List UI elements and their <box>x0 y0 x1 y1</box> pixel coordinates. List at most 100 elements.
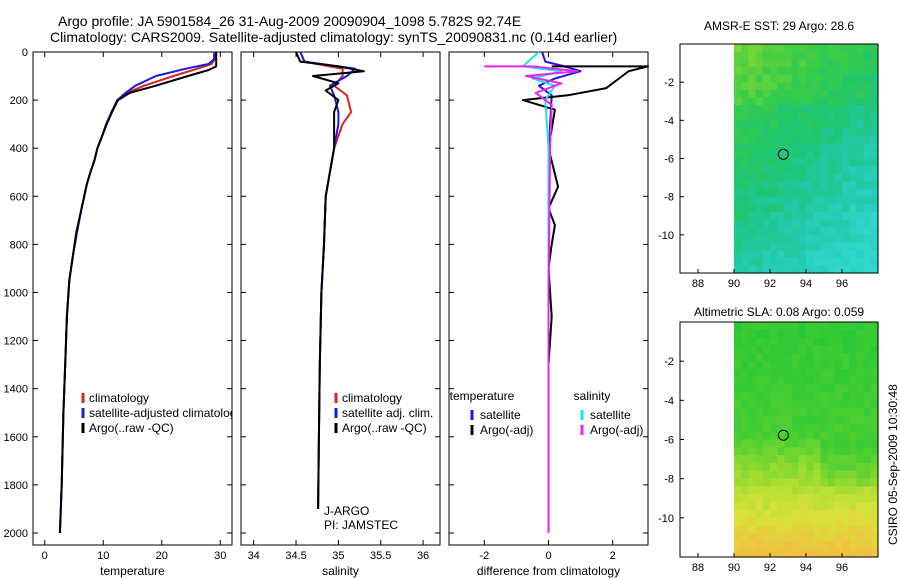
map-cell <box>741 470 749 480</box>
map-cell <box>798 74 807 83</box>
map-cell <box>856 353 865 362</box>
map-cell <box>741 525 749 535</box>
map-cell <box>741 189 749 198</box>
map-cell <box>748 455 757 464</box>
map-cell <box>798 470 807 480</box>
map-cell <box>734 447 742 456</box>
map-cell <box>734 82 742 91</box>
map-cell <box>741 242 749 251</box>
map-cell <box>856 189 865 198</box>
map-cell <box>827 143 836 152</box>
map-cell <box>798 353 807 362</box>
map-cell <box>820 353 829 362</box>
map-cell <box>770 227 778 236</box>
map-cell <box>806 242 814 251</box>
map-cell <box>856 525 865 535</box>
map-cell <box>849 431 857 441</box>
map-cell <box>748 112 757 121</box>
map-cell <box>834 322 843 331</box>
map-cell <box>863 105 872 114</box>
map-cell <box>827 211 836 221</box>
map-cell <box>791 408 800 417</box>
map-cell <box>734 112 742 121</box>
map-cell <box>863 510 872 519</box>
map-cell <box>748 502 757 511</box>
map-cell <box>834 211 843 221</box>
map-cell <box>748 345 757 354</box>
map-cell <box>798 439 807 448</box>
map-cell <box>834 502 843 511</box>
map-cell <box>784 82 793 91</box>
map-cell <box>748 329 757 339</box>
map-cell <box>762 392 771 401</box>
map-cell <box>834 120 843 129</box>
map-cell <box>755 494 764 503</box>
map-cell <box>842 97 850 106</box>
map-cell <box>813 166 821 175</box>
map-cell <box>813 150 821 160</box>
map-cell <box>856 384 865 394</box>
map-cell <box>755 189 764 198</box>
map-cell <box>863 211 872 221</box>
map-cell <box>798 181 807 190</box>
map-cell <box>806 204 814 213</box>
map-cell <box>734 463 742 472</box>
map-cell <box>798 384 807 394</box>
map-cell <box>777 234 785 243</box>
map-cell <box>741 211 749 221</box>
map-cell <box>856 517 865 527</box>
map-y-tick-label: -4 <box>664 395 674 407</box>
map-cell <box>784 533 793 542</box>
x-tick-label: 2 <box>610 550 616 562</box>
map-cell <box>762 447 771 456</box>
map-cell <box>806 150 814 160</box>
map-cell <box>748 541 757 550</box>
map-cell <box>806 211 814 221</box>
map-cell <box>813 322 821 331</box>
map-cell <box>755 66 764 76</box>
map-cell <box>870 353 879 362</box>
map-cell <box>748 242 757 251</box>
map-cell <box>741 361 749 370</box>
map-y-tick-label: -8 <box>664 474 674 486</box>
annotation-label: J-ARGO <box>324 504 369 518</box>
map-cell <box>842 549 850 558</box>
map-cell <box>798 392 807 401</box>
map-cell <box>863 423 872 433</box>
map-cell <box>856 89 865 98</box>
legend-label: Argo(-adj) <box>590 423 643 437</box>
map-cell <box>827 369 836 378</box>
map-cell <box>748 486 757 495</box>
map-cell <box>806 105 814 114</box>
map-cell <box>770 257 778 266</box>
map-cell <box>806 196 814 205</box>
map-cell <box>863 128 872 137</box>
map-cell <box>849 227 857 236</box>
map-cell <box>813 189 821 198</box>
map-cell <box>734 74 742 83</box>
map-cell <box>784 135 793 144</box>
map-cell <box>784 525 793 535</box>
map-cell <box>827 533 836 542</box>
map-cell <box>784 400 793 409</box>
x-tick-label: 34 <box>248 550 260 562</box>
map-cell <box>762 431 771 441</box>
header-line-1: Argo profile: JA 5901584_26 31-Aug-2009 … <box>58 13 521 29</box>
map-cell <box>813 181 821 190</box>
map-cell <box>842 533 850 542</box>
map-cell <box>849 150 857 160</box>
map-cell <box>741 447 749 456</box>
y-tick-label: 1400 <box>4 384 28 396</box>
header-line-2: Climatology: CARS2009. Satellite-adjuste… <box>50 29 617 45</box>
map-cell <box>827 44 836 53</box>
map-cell <box>748 250 757 259</box>
map-y-tick-label: -2 <box>664 77 674 89</box>
map-cell <box>834 337 843 347</box>
map-cell <box>798 431 807 441</box>
map-cell <box>784 166 793 175</box>
map-cell <box>791 97 800 106</box>
map-cell <box>748 447 757 456</box>
map-cell <box>798 549 807 558</box>
map-cell <box>791 143 800 152</box>
map-cell <box>741 227 749 236</box>
